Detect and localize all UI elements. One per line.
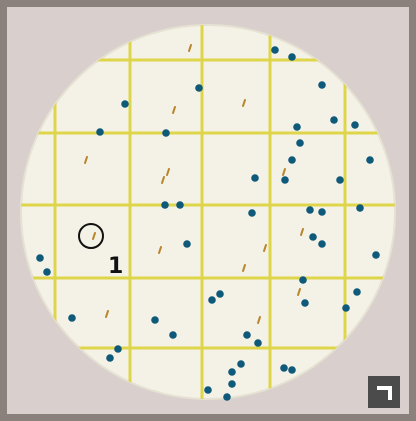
colony xyxy=(254,339,262,347)
colony xyxy=(301,299,309,307)
corner-button[interactable] xyxy=(368,376,400,408)
colony xyxy=(176,201,184,209)
colony xyxy=(293,123,301,131)
colony xyxy=(114,345,122,353)
colony xyxy=(342,304,350,312)
colony xyxy=(372,251,380,259)
colony xyxy=(162,129,170,137)
colony xyxy=(223,393,231,401)
marker-circle xyxy=(78,223,104,249)
colony xyxy=(106,354,114,362)
speck xyxy=(188,44,192,52)
colony xyxy=(309,233,317,241)
colony xyxy=(288,53,296,61)
colony xyxy=(318,240,326,248)
colony xyxy=(228,368,236,376)
colony xyxy=(351,121,359,129)
colony xyxy=(318,81,326,89)
speck xyxy=(297,288,301,296)
speck xyxy=(105,310,109,318)
colony xyxy=(237,360,245,368)
speck xyxy=(92,232,96,240)
colony xyxy=(288,366,296,374)
colony xyxy=(243,331,251,339)
colony xyxy=(161,201,169,209)
colony xyxy=(336,176,344,184)
colony xyxy=(96,128,104,136)
colony xyxy=(36,254,44,262)
speck xyxy=(242,99,246,107)
colony xyxy=(43,268,51,276)
colony xyxy=(228,380,236,388)
speck xyxy=(242,264,246,272)
colony xyxy=(248,209,256,217)
colony xyxy=(353,288,361,296)
colony xyxy=(366,156,374,164)
colony xyxy=(296,139,304,147)
colony xyxy=(208,296,216,304)
colony xyxy=(306,206,314,214)
colonies xyxy=(36,46,380,401)
colony xyxy=(68,314,76,322)
colony xyxy=(356,204,364,212)
culture-film xyxy=(20,24,396,400)
speck xyxy=(84,156,88,164)
colony xyxy=(121,100,129,108)
colony xyxy=(288,156,296,164)
corner-icon xyxy=(377,386,392,400)
colony xyxy=(169,331,177,339)
marker-label: 1 xyxy=(108,254,123,279)
colony xyxy=(183,240,191,248)
colony xyxy=(281,176,289,184)
specks xyxy=(84,44,304,324)
colony xyxy=(299,276,307,284)
colony xyxy=(330,116,338,124)
colony xyxy=(151,316,159,324)
speck xyxy=(257,316,261,324)
colony xyxy=(204,386,212,394)
speck xyxy=(300,228,304,236)
speck xyxy=(161,176,165,184)
speck xyxy=(263,244,267,252)
speck xyxy=(282,168,286,176)
colony xyxy=(271,46,279,54)
colony xyxy=(318,208,326,216)
colony xyxy=(280,364,288,372)
colony xyxy=(251,174,259,182)
speck xyxy=(172,106,176,114)
colony xyxy=(195,84,203,92)
speck xyxy=(158,246,162,254)
colony xyxy=(216,290,224,298)
speck xyxy=(166,168,170,176)
